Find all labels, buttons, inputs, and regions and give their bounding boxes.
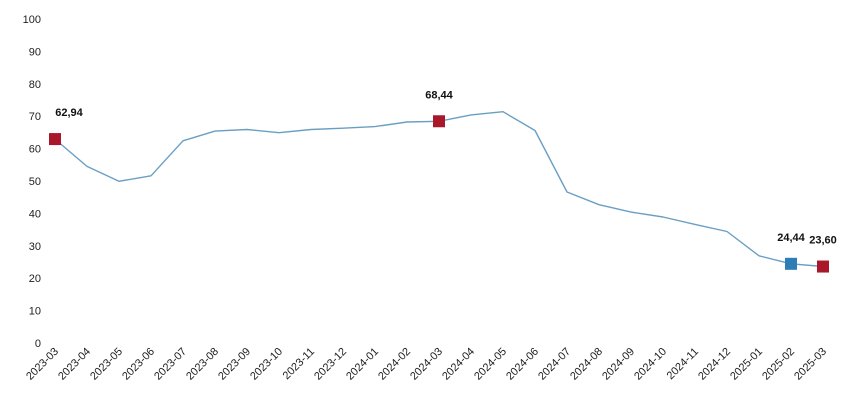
x-tick-label: 2023-09 bbox=[216, 346, 253, 383]
x-tick-label: 2023-06 bbox=[120, 346, 157, 383]
x-tick-label: 2024-02 bbox=[376, 346, 413, 383]
x-tick-label: 2024-07 bbox=[536, 346, 573, 383]
data-point-marker bbox=[785, 257, 797, 270]
marker-layer: 62,94 68,44 24,44 23,60 bbox=[49, 89, 837, 273]
data-point-marker bbox=[433, 115, 445, 128]
x-tick-label: 2023-08 bbox=[184, 346, 221, 383]
x-tick-label: 2024-06 bbox=[504, 346, 541, 383]
y-axis: 0 10 20 30 40 50 60 70 80 90 100 bbox=[23, 14, 41, 350]
y-tick-label: 0 bbox=[35, 338, 41, 350]
x-axis: 2023-032023-042023-052023-062023-072023-… bbox=[24, 346, 829, 383]
x-tick-label: 2024-12 bbox=[696, 346, 733, 383]
data-label: 68,44 bbox=[425, 89, 453, 101]
x-tick-label: 2025-03 bbox=[792, 346, 829, 383]
x-tick-label: 2023-03 bbox=[24, 346, 61, 383]
y-tick-label: 90 bbox=[29, 46, 41, 58]
x-tick-label: 2023-04 bbox=[56, 346, 93, 383]
y-tick-label: 20 bbox=[29, 273, 41, 285]
data-point-marker bbox=[49, 133, 61, 146]
y-tick-label: 10 bbox=[29, 306, 41, 318]
x-tick-label: 2024-10 bbox=[632, 346, 669, 383]
data-point-marker bbox=[817, 260, 829, 273]
x-tick-label: 2023-11 bbox=[281, 346, 317, 382]
series-line bbox=[54, 110, 824, 268]
series-layer bbox=[54, 110, 824, 268]
y-tick-label: 80 bbox=[29, 79, 41, 91]
data-label: 23,60 bbox=[809, 235, 837, 247]
x-tick-label: 2023-12 bbox=[312, 346, 349, 383]
x-tick-label: 2024-08 bbox=[568, 346, 605, 383]
x-tick-label: 2025-02 bbox=[760, 346, 797, 383]
x-tick-label: 2024-11 bbox=[665, 346, 701, 382]
x-tick-label: 2023-07 bbox=[152, 346, 189, 383]
y-tick-label: 40 bbox=[29, 208, 41, 220]
y-tick-label: 100 bbox=[23, 14, 41, 26]
x-tick-label: 2023-10 bbox=[248, 346, 285, 383]
x-tick-label: 2024-03 bbox=[408, 346, 445, 383]
y-tick-label: 60 bbox=[29, 144, 41, 156]
y-tick-label: 50 bbox=[29, 176, 41, 188]
y-tick-label: 30 bbox=[29, 241, 41, 253]
x-tick-label: 2023-05 bbox=[88, 346, 125, 383]
x-tick-label: 2024-05 bbox=[472, 346, 509, 383]
y-tick-label: 70 bbox=[29, 111, 41, 123]
data-label: 62,94 bbox=[55, 107, 83, 119]
data-label: 24,44 bbox=[777, 232, 805, 244]
x-tick-label: 2024-04 bbox=[440, 346, 477, 383]
x-tick-label: 2024-09 bbox=[600, 346, 637, 383]
x-tick-label: 2024-01 bbox=[344, 346, 381, 383]
x-tick-label: 2025-01 bbox=[728, 346, 765, 383]
